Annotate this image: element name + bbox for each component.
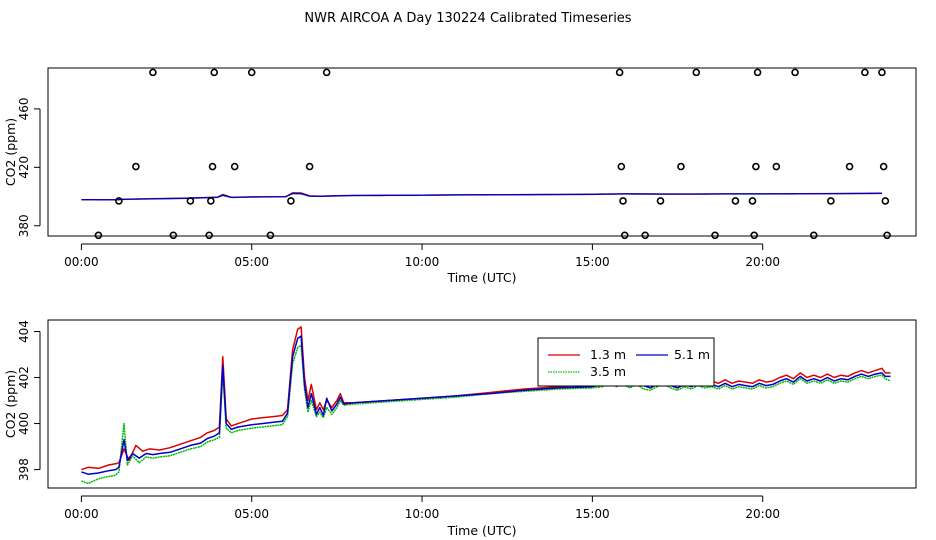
top-panel: 00:00 05:00 10:00 15:00 20:00 380 420 460 Time… (3, 67, 917, 285)
scatter-point (230, 162, 239, 171)
scatter-point (861, 68, 869, 77)
scatter-point (731, 197, 740, 205)
top-y-tick-label: 380 (17, 214, 31, 237)
bottom-series-lines (81, 326, 891, 485)
scatter-point (845, 162, 854, 171)
scatter-point (94, 231, 103, 240)
scatter-point (879, 162, 888, 171)
top-x-tick-label: 10:00 (405, 255, 440, 269)
scatter-point (752, 162, 760, 171)
scatter-point (208, 162, 217, 171)
scatter-point (210, 68, 219, 77)
top-x-axis: 00:00 05:00 10:00 15:00 20:00 (64, 243, 780, 269)
scatter-point (772, 162, 781, 171)
scatter-point (711, 231, 719, 240)
legend-label-1-3m: 1.3 m (590, 347, 626, 362)
scatter-point (883, 231, 891, 240)
bottom-y-tick-label: 400 (17, 412, 31, 435)
top-scatter-points (94, 68, 891, 240)
scatter-point (692, 68, 701, 77)
scatter-point (677, 162, 685, 171)
bottom-x-axis-label: Time (UTC) (446, 523, 516, 538)
legend-label-5-1m: 5.1 m (674, 347, 710, 362)
top-series-5-1-m-line (81, 192, 882, 201)
bottom-y-tick-label: 402 (17, 366, 31, 389)
scatter-point (266, 231, 275, 240)
scatter-point (656, 197, 665, 205)
scatter-point (620, 231, 629, 240)
legend-box (537, 337, 715, 387)
scatter-point (247, 68, 256, 77)
scatter-point (878, 68, 886, 77)
scatter-point (287, 197, 295, 205)
top-y-tick-label: 460 (17, 97, 31, 120)
scatter-point (617, 162, 626, 171)
top-x-tick-label: 00:00 (64, 255, 99, 269)
top-plot-frame (47, 67, 917, 237)
scatter-point (619, 197, 627, 205)
top-x-tick-label: 05:00 (234, 255, 269, 269)
scatter-point (149, 68, 157, 77)
scatter-point (322, 68, 331, 77)
bottom-series-5-1-m-line (81, 335, 891, 475)
legend: 1.3 m 5.1 m 3.5 m (537, 337, 715, 387)
scatter-point (827, 197, 835, 205)
bottom-panel: 00:00 05:00 10:00 15:00 20:00 398 400 402 404 T… (3, 319, 917, 538)
figure-title: NWR AIRCOA A Day 130224 Calibrated Times… (304, 11, 631, 26)
scatter-point (305, 162, 314, 171)
bottom-y-axis-label: CO2 (ppm) (3, 370, 18, 438)
scatter-point (810, 231, 818, 240)
top-series-lines (81, 192, 882, 201)
scatter-point (205, 231, 213, 240)
bottom-y-tick-label: 404 (17, 320, 31, 343)
scatter-point (791, 68, 799, 77)
scatter-point (169, 231, 178, 240)
top-y-tick-label: 420 (17, 156, 31, 179)
scatter-point (132, 162, 140, 171)
scatter-point (641, 231, 649, 240)
top-x-tick-label: 15:00 (575, 255, 610, 269)
scatter-point (881, 197, 890, 205)
bottom-x-tick-label: 20:00 (745, 507, 780, 521)
scatter-point (115, 197, 123, 205)
scatter-point (750, 231, 758, 240)
bottom-x-tick-label: 15:00 (575, 507, 610, 521)
scatter-point (753, 68, 762, 77)
bottom-series-3-5-m-line (81, 344, 891, 485)
legend-label-3-5m: 3.5 m (590, 364, 626, 379)
bottom-x-axis: 00:00 05:00 10:00 15:00 20:00 (64, 495, 780, 521)
bottom-x-tick-label: 05:00 (234, 507, 269, 521)
bottom-series-1-3-m-line (81, 326, 891, 471)
top-y-axis-label: CO2 (ppm) (3, 118, 18, 186)
scatter-point (207, 197, 215, 205)
bottom-y-tick-label: 398 (17, 458, 31, 481)
top-y-axis: 380 420 460 (17, 97, 41, 237)
scatter-point (748, 197, 757, 205)
top-x-tick-label: 20:00 (745, 255, 780, 269)
top-x-axis-label: Time (UTC) (446, 270, 516, 285)
scatter-point (186, 197, 195, 205)
bottom-plot-frame (47, 319, 917, 489)
bottom-x-tick-label: 00:00 (64, 507, 99, 521)
bottom-x-tick-label: 10:00 (405, 507, 440, 521)
scatter-point (615, 68, 624, 77)
bottom-y-axis: 398 400 402 404 (17, 320, 41, 481)
